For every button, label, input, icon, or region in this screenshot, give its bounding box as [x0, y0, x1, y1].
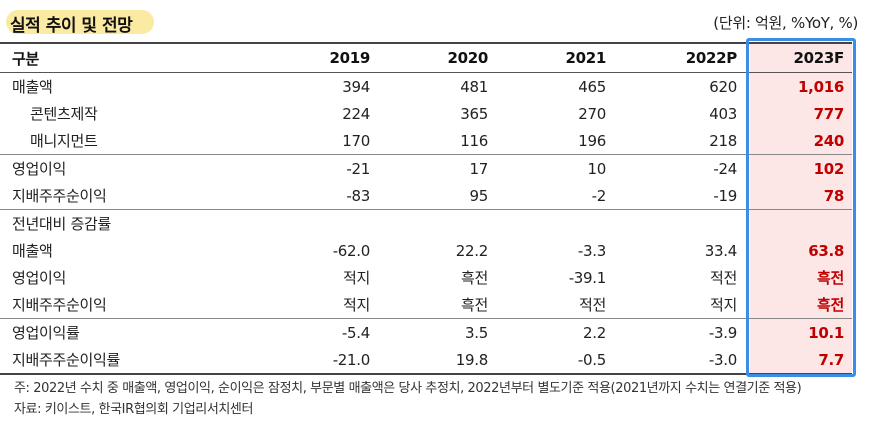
forecast-cell: 10.1 — [745, 318, 852, 346]
table-cell: 흑전 — [460, 296, 488, 314]
forecast-cell — [745, 209, 852, 237]
table-cell: 403 — [709, 104, 737, 123]
row-label: 매니지먼트 — [30, 132, 98, 150]
header-2023f: 2023F — [745, 42, 852, 73]
row-label: 지배주주순이익률 — [0, 346, 260, 375]
table-cell: 224 — [342, 104, 370, 123]
row-label: 영업이익률 — [0, 318, 260, 346]
note-line: 주: 2022년 수치 중 매출액, 영업이익, 순이익은 잠정치, 부문별 매… — [14, 381, 802, 396]
forecast-cell: 7.7 — [745, 346, 852, 375]
header-2021: 2021 — [496, 42, 614, 73]
table-cell: 2.2 — [496, 318, 614, 346]
table-row: 매니지먼트 170 116 196 218 240 — [0, 127, 852, 155]
table-cell: -21.0 — [260, 346, 378, 375]
row-label: 매출액 — [12, 242, 53, 260]
table-cell: 270 — [578, 104, 606, 123]
table-cell — [614, 209, 745, 237]
table-cell — [378, 209, 496, 237]
table-cell: 33.4 — [704, 241, 738, 260]
header-category: 구분 — [0, 42, 260, 73]
table-row: 콘텐츠제작 224 365 270 403 777 — [0, 100, 852, 127]
table-cell: -3.0 — [614, 346, 745, 375]
table-row: 영업이익 적지 흑전 -39.1 적전 흑전 — [0, 264, 852, 291]
table-cell: -5.4 — [260, 318, 378, 346]
table-cell — [496, 209, 614, 237]
table-cell: 22.2 — [455, 241, 489, 260]
header-2020: 2020 — [378, 42, 496, 73]
table-row: 영업이익 -21 17 10 -24 102 — [0, 154, 852, 182]
forecast-cell: 78 — [823, 186, 845, 205]
table-cell: 적전 — [578, 296, 606, 314]
title-highlight — [6, 10, 154, 34]
forecast-column-outline — [746, 38, 856, 377]
table-cell: 19.8 — [378, 346, 496, 375]
table-cell: -62.0 — [332, 241, 371, 260]
financial-table: 구분 2019 2020 2021 2022P 2023F 매출액 394 48… — [0, 42, 852, 375]
row-label: 지배주주순이익 — [12, 296, 107, 314]
table-cell: 17 — [378, 154, 496, 182]
table-cell: 394 — [342, 77, 370, 96]
table-cell: 95 — [469, 186, 489, 205]
row-label: 지배주주순이익 — [12, 187, 107, 205]
table-cell: 적지 — [709, 296, 737, 314]
row-label: 영업이익 — [0, 154, 260, 182]
section-header-row: 전년대비 증감률 — [0, 209, 852, 237]
table-cell: 흑전 — [460, 269, 488, 287]
table-cell: 365 — [460, 104, 488, 123]
table-cell: 481 — [460, 77, 488, 96]
table-row: 매출액 394 481 465 620 1,016 — [0, 73, 852, 101]
table-cell: 620 — [709, 77, 737, 96]
table-cell: 10 — [496, 154, 614, 182]
forecast-cell: 102 — [745, 154, 852, 182]
row-label: 영업이익 — [12, 269, 67, 287]
header-2022p: 2022P — [614, 42, 745, 73]
table-cell: 적전 — [709, 269, 737, 287]
table-cell: -83 — [346, 186, 370, 205]
section-label: 전년대비 증감률 — [0, 209, 260, 237]
forecast-cell: 63.8 — [808, 241, 844, 260]
table-cell — [260, 209, 378, 237]
table-cell: -24 — [614, 154, 745, 182]
table-row: 영업이익률 -5.4 3.5 2.2 -3.9 10.1 — [0, 318, 852, 346]
forecast-cell: 흑전 — [816, 296, 844, 314]
table-cell: 적지 — [342, 269, 370, 287]
forecast-cell: 1,016 — [798, 77, 844, 96]
table-cell: -39.1 — [568, 268, 607, 287]
page-title: 실적 추이 및 전망 — [10, 16, 133, 36]
table-row: 매출액 -62.0 22.2 -3.3 33.4 63.8 — [0, 237, 852, 264]
source-line: 자료: 키이스트, 한국IR협의회 기업리서치센터 — [14, 402, 254, 417]
table-cell: -0.5 — [496, 346, 614, 375]
table-row: 지배주주순이익 적지 흑전 적전 적지 흑전 — [0, 291, 852, 319]
header-2019: 2019 — [260, 42, 378, 73]
unit-label: (단위: 억원, %YoY, %) — [713, 14, 858, 32]
table-cell: -19 — [713, 186, 737, 205]
table-cell: 116 — [460, 131, 488, 150]
table-cell: 465 — [578, 77, 606, 96]
table-cell: 170 — [342, 131, 370, 150]
table-cell: 218 — [709, 131, 737, 150]
table-cell: 196 — [578, 131, 606, 150]
table-cell: -3.9 — [614, 318, 745, 346]
footnotes: 주: 2022년 수치 중 매출액, 영업이익, 순이익은 잠정치, 부문별 매… — [14, 378, 802, 420]
table-cell: -3.3 — [577, 241, 606, 260]
row-label: 콘텐츠제작 — [30, 105, 98, 123]
table-cell: -2 — [591, 186, 607, 205]
table-row: 지배주주순이익 -83 95 -2 -19 78 — [0, 182, 852, 210]
forecast-cell: 흑전 — [816, 269, 844, 287]
row-label: 매출액 — [12, 78, 53, 96]
table-cell: 3.5 — [378, 318, 496, 346]
table-row: 지배주주순이익률 -21.0 19.8 -0.5 -3.0 7.7 — [0, 346, 852, 375]
table-cell: 적지 — [342, 296, 370, 314]
forecast-cell: 240 — [813, 131, 845, 150]
header-row: 구분 2019 2020 2021 2022P 2023F — [0, 42, 852, 73]
forecast-cell: 777 — [813, 104, 845, 123]
table-cell: -21 — [260, 154, 378, 182]
